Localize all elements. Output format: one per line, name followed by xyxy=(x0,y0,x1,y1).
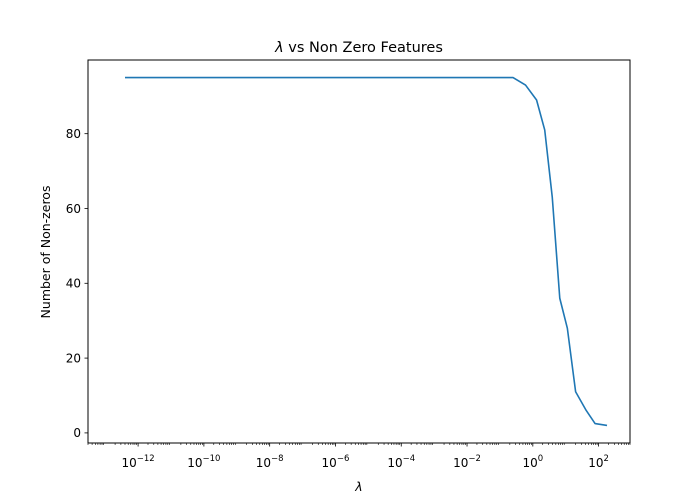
chart-title-rest: vs Non Zero Features xyxy=(284,40,443,56)
x-axis-label: λ xyxy=(354,479,362,494)
chart-title-lambda: λ xyxy=(274,40,284,56)
x-axis-ticks: 10−12 10−10 10−8 10−6 10−4 10−2 100 102 xyxy=(87,443,631,470)
x-tick-label: 10−4 xyxy=(387,454,415,470)
y-axis-label: Number of Non-zeros xyxy=(38,186,53,319)
y-tick-label: 20 xyxy=(66,351,81,365)
x-tick-label: 10−10 xyxy=(187,454,220,470)
series-line xyxy=(125,76,608,427)
x-tick-label: 10−2 xyxy=(453,454,481,470)
y-tick-label: 60 xyxy=(66,202,81,216)
chart-title: λ vs Non Zero Features xyxy=(274,40,443,56)
y-tick-label: 40 xyxy=(66,277,81,291)
x-tick-label: 10−6 xyxy=(322,454,350,470)
x-tick-label: 100 xyxy=(522,454,543,470)
y-tick-label: 0 xyxy=(73,426,81,440)
x-tick-label: 10−8 xyxy=(256,454,284,470)
y-tick-label: 80 xyxy=(66,127,81,141)
y-axis-ticks: 0 20 40 60 80 xyxy=(66,127,88,440)
plot-area xyxy=(124,76,608,427)
x-tick-label: 102 xyxy=(588,454,609,470)
x-tick-label: 10−12 xyxy=(121,454,154,470)
axes-frame xyxy=(87,59,631,444)
